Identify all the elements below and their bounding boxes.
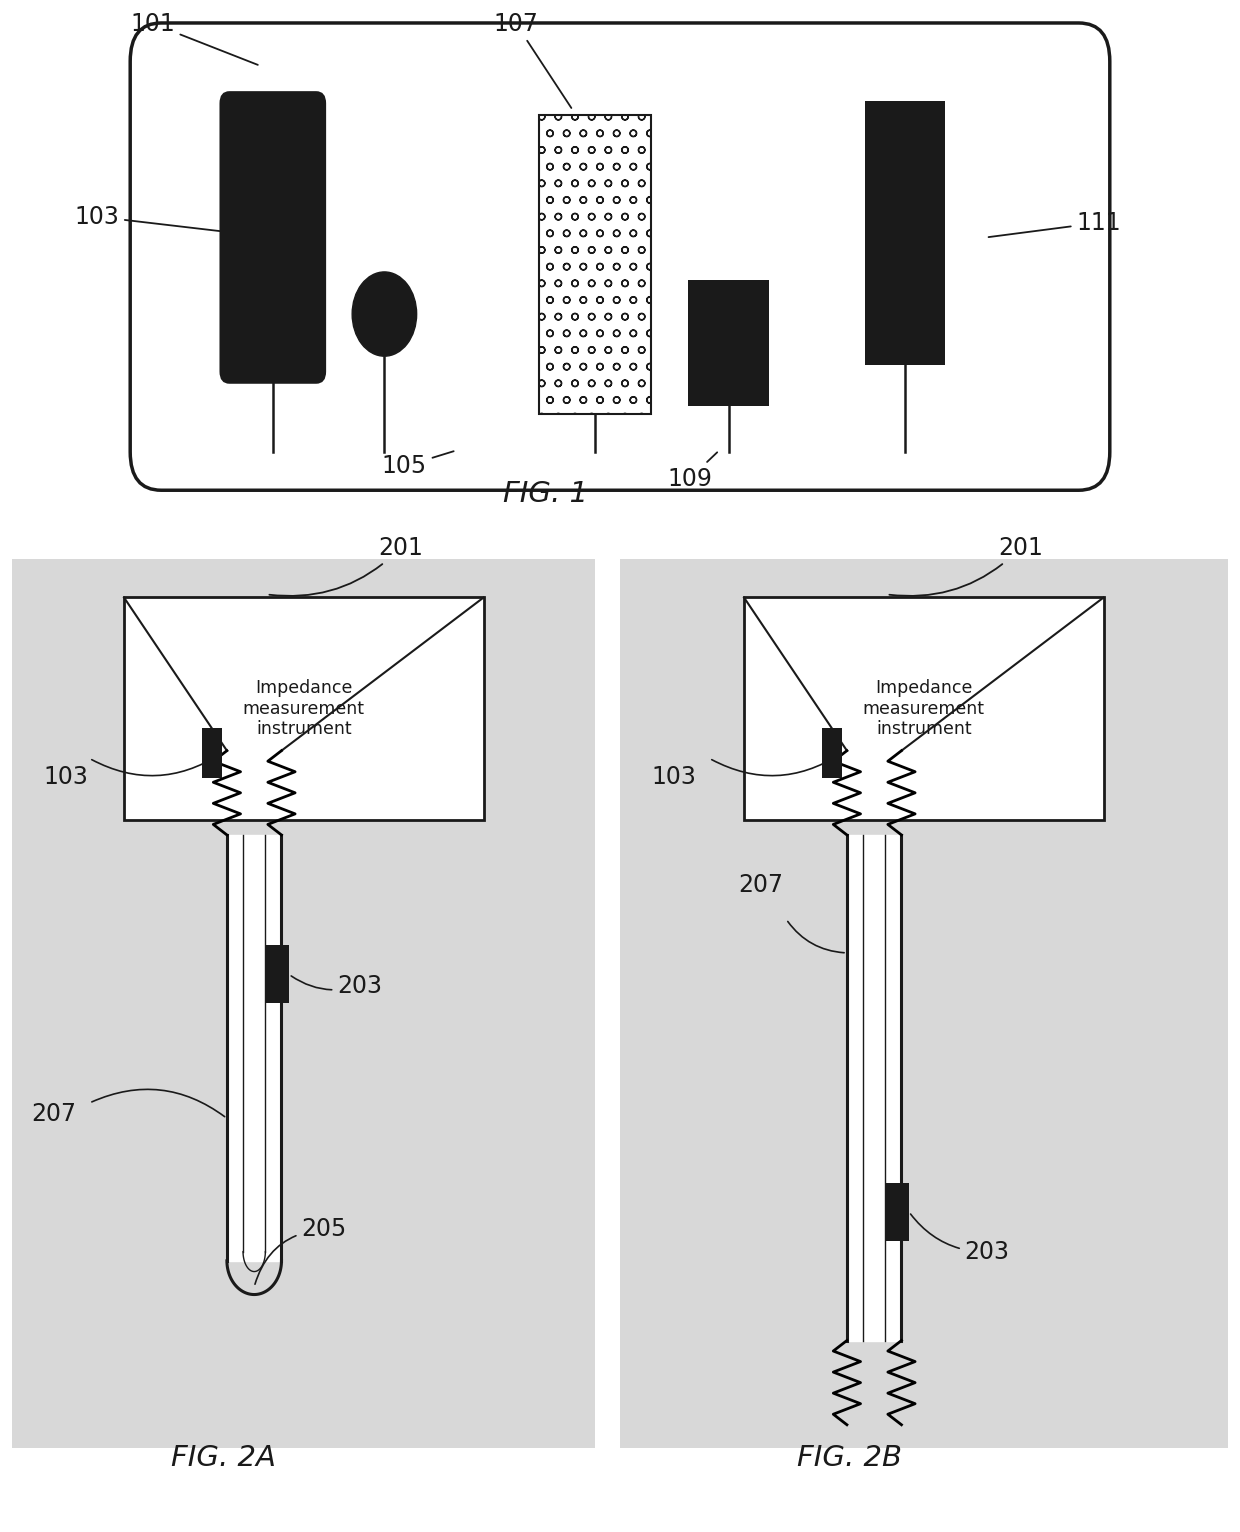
Text: 103: 103 — [43, 766, 88, 789]
Bar — [124, 597, 484, 820]
Text: FIG. 2A: FIG. 2A — [171, 1445, 275, 1472]
Text: 105: 105 — [382, 452, 454, 478]
Text: 111: 111 — [988, 211, 1121, 237]
Text: 107: 107 — [494, 12, 572, 107]
Text: 103: 103 — [651, 766, 696, 789]
Text: 207: 207 — [31, 1103, 76, 1126]
Text: 103: 103 — [74, 205, 246, 234]
Bar — [12, 559, 595, 1448]
Text: 205: 205 — [255, 1218, 346, 1284]
Text: 201: 201 — [269, 536, 423, 596]
Text: 201: 201 — [889, 536, 1043, 596]
Text: Impedance
measurement
instrument: Impedance measurement instrument — [243, 679, 365, 738]
Bar — [866, 101, 945, 365]
Bar — [744, 597, 1104, 820]
FancyBboxPatch shape — [219, 92, 326, 385]
Bar — [265, 945, 289, 1003]
Text: FIG. 2B: FIG. 2B — [797, 1445, 901, 1472]
Bar — [620, 559, 1228, 1448]
Text: 207: 207 — [738, 873, 782, 896]
Text: Impedance
measurement
instrument: Impedance measurement instrument — [863, 679, 985, 738]
Bar — [688, 280, 769, 406]
Text: 203: 203 — [910, 1213, 1009, 1264]
Text: 203: 203 — [291, 974, 382, 997]
Bar — [885, 1183, 909, 1241]
Text: FIG. 1: FIG. 1 — [503, 481, 588, 509]
Bar — [822, 728, 842, 778]
Bar — [202, 728, 222, 778]
Text: 109: 109 — [667, 452, 717, 490]
Text: 101: 101 — [130, 12, 258, 64]
FancyBboxPatch shape — [130, 23, 1110, 490]
Bar — [539, 115, 651, 414]
Ellipse shape — [352, 271, 417, 357]
